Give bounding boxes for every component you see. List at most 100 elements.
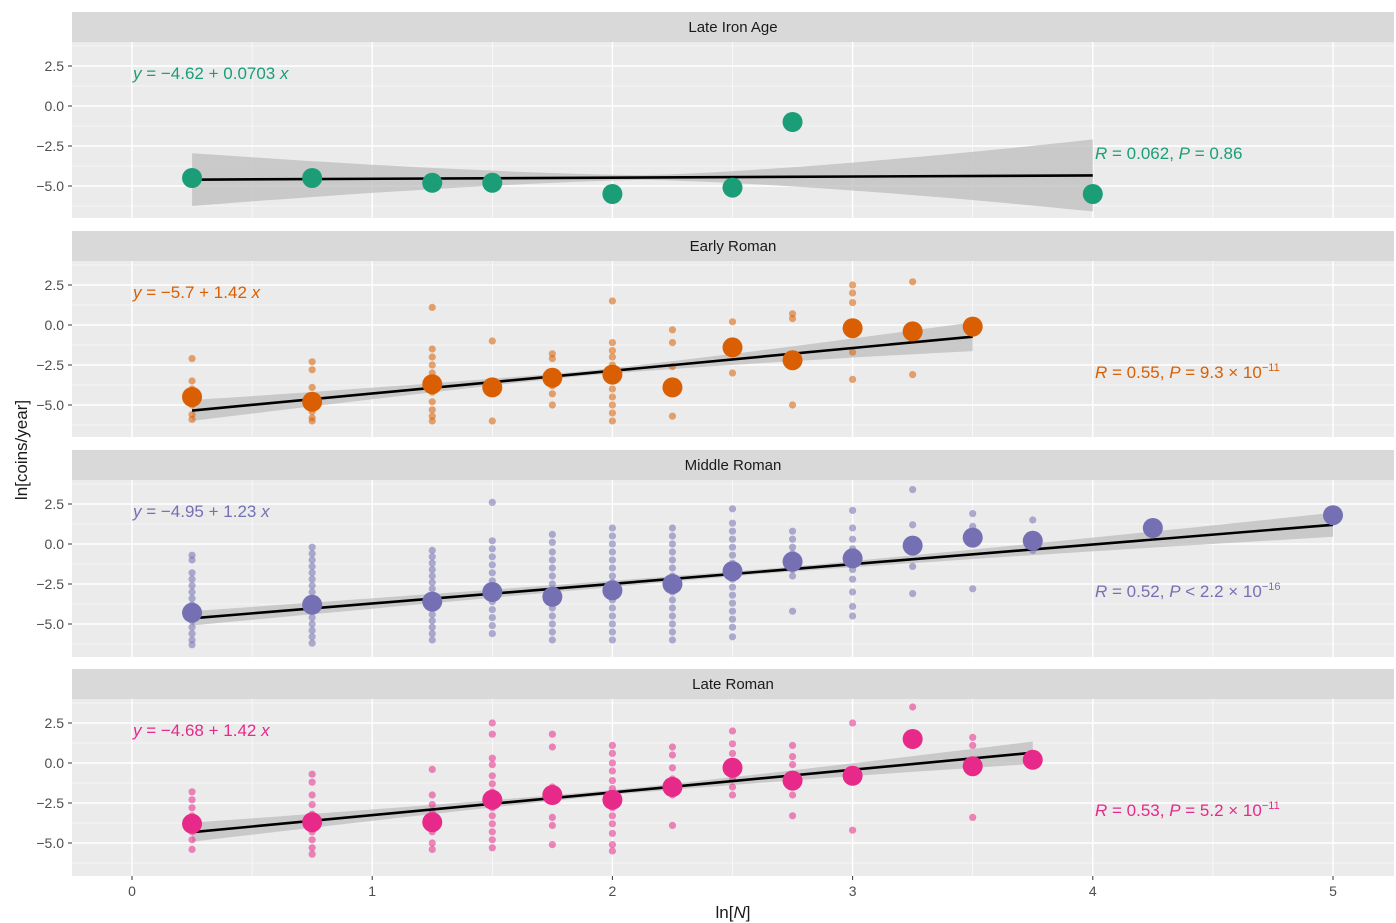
data-point <box>849 289 857 297</box>
correlation-stats: R = 0.55, P = 9.3 × 10−11 <box>1095 362 1280 382</box>
data-point <box>548 841 556 849</box>
data-point <box>788 535 797 543</box>
data-point <box>308 543 316 551</box>
data-point <box>308 791 316 799</box>
data-point <box>608 564 617 572</box>
y-tick-label: 2.5 <box>45 715 65 731</box>
equation-y: y <box>132 502 143 521</box>
data-point <box>668 532 677 540</box>
data-point <box>488 614 496 622</box>
data-point <box>428 839 436 847</box>
mean-point <box>842 765 863 786</box>
data-point <box>488 820 496 828</box>
data-point <box>849 588 857 596</box>
data-point <box>488 417 496 425</box>
data-point <box>308 569 316 577</box>
data-point <box>428 353 436 361</box>
data-point <box>728 551 737 559</box>
data-point <box>668 612 677 620</box>
data-point <box>308 575 316 583</box>
data-point <box>608 777 617 785</box>
x-axis-title-suffix: ] <box>746 903 751 922</box>
equation-x: x <box>279 64 289 83</box>
data-point <box>548 821 556 830</box>
mean-point <box>962 316 983 337</box>
panel-late-iron-age: Late Iron Age 2.5 0.0 −2.5 −5.0 y = −4.62 + 0… <box>36 12 1394 218</box>
data-point <box>849 299 857 307</box>
data-point <box>488 719 496 727</box>
mean-point <box>422 812 443 833</box>
data-point <box>728 607 737 615</box>
y-tick-label: −2.5 <box>36 576 64 592</box>
mean-point <box>722 561 743 582</box>
mean-point <box>542 367 563 388</box>
data-point <box>488 772 496 780</box>
data-point <box>788 741 797 750</box>
data-point <box>428 566 436 574</box>
mean-point <box>602 364 623 385</box>
x-axis: 0 1 2 3 4 5 <box>128 876 1337 899</box>
mean-point <box>602 580 623 601</box>
data-point <box>548 743 556 751</box>
data-point <box>428 845 436 854</box>
data-point <box>428 801 436 809</box>
data-point <box>668 339 677 347</box>
y-tick-label: 2.5 <box>45 277 65 293</box>
data-point <box>608 636 617 644</box>
data-point <box>488 812 496 820</box>
data-point <box>488 761 496 769</box>
data-point <box>788 753 797 761</box>
data-point <box>668 743 677 751</box>
regression-equation: y = −5.7 + 1.42 x <box>132 283 261 302</box>
mean-point <box>1022 749 1043 770</box>
correlation-stats: R = 0.062, P = 0.86 <box>1095 144 1242 163</box>
data-point <box>428 546 436 555</box>
mean-point <box>902 321 923 342</box>
data-point <box>608 847 617 855</box>
mean-point <box>782 112 803 132</box>
data-point <box>1029 516 1037 524</box>
data-point <box>428 559 436 567</box>
data-point <box>728 599 737 607</box>
data-point <box>308 844 316 852</box>
equation-y: y <box>132 721 143 740</box>
x-tick-label: 4 <box>1089 883 1097 899</box>
data-point <box>188 630 196 638</box>
data-point <box>849 524 857 532</box>
data-point <box>608 297 617 305</box>
data-point <box>488 836 496 844</box>
data-point <box>428 636 436 644</box>
data-point <box>488 545 496 553</box>
facet-strip <box>72 669 1394 699</box>
data-point <box>548 580 556 588</box>
facet-title: Late Roman <box>692 676 774 693</box>
data-point <box>608 417 617 425</box>
data-point <box>428 578 436 587</box>
data-point <box>428 361 436 369</box>
data-point <box>668 596 677 604</box>
equation-y: y <box>132 64 143 83</box>
data-point <box>488 780 496 788</box>
data-point <box>548 612 556 620</box>
data-point <box>728 727 737 735</box>
data-point <box>849 535 857 543</box>
data-point <box>788 791 797 799</box>
data-point <box>849 375 857 383</box>
data-point <box>668 540 677 548</box>
data-point <box>428 617 436 625</box>
data-point <box>188 836 196 844</box>
x-tick-label: 1 <box>368 883 376 899</box>
data-point <box>548 572 556 580</box>
y-tick-label: 0.0 <box>45 317 65 333</box>
data-point <box>728 318 737 326</box>
data-point <box>428 303 436 311</box>
data-point <box>668 548 677 556</box>
data-point <box>728 505 737 513</box>
data-point <box>728 740 737 748</box>
mean-point <box>182 168 203 188</box>
data-point <box>488 730 496 738</box>
equation-x: x <box>251 283 261 302</box>
mean-point <box>182 602 203 623</box>
mean-point <box>422 172 443 193</box>
data-point <box>548 730 556 738</box>
